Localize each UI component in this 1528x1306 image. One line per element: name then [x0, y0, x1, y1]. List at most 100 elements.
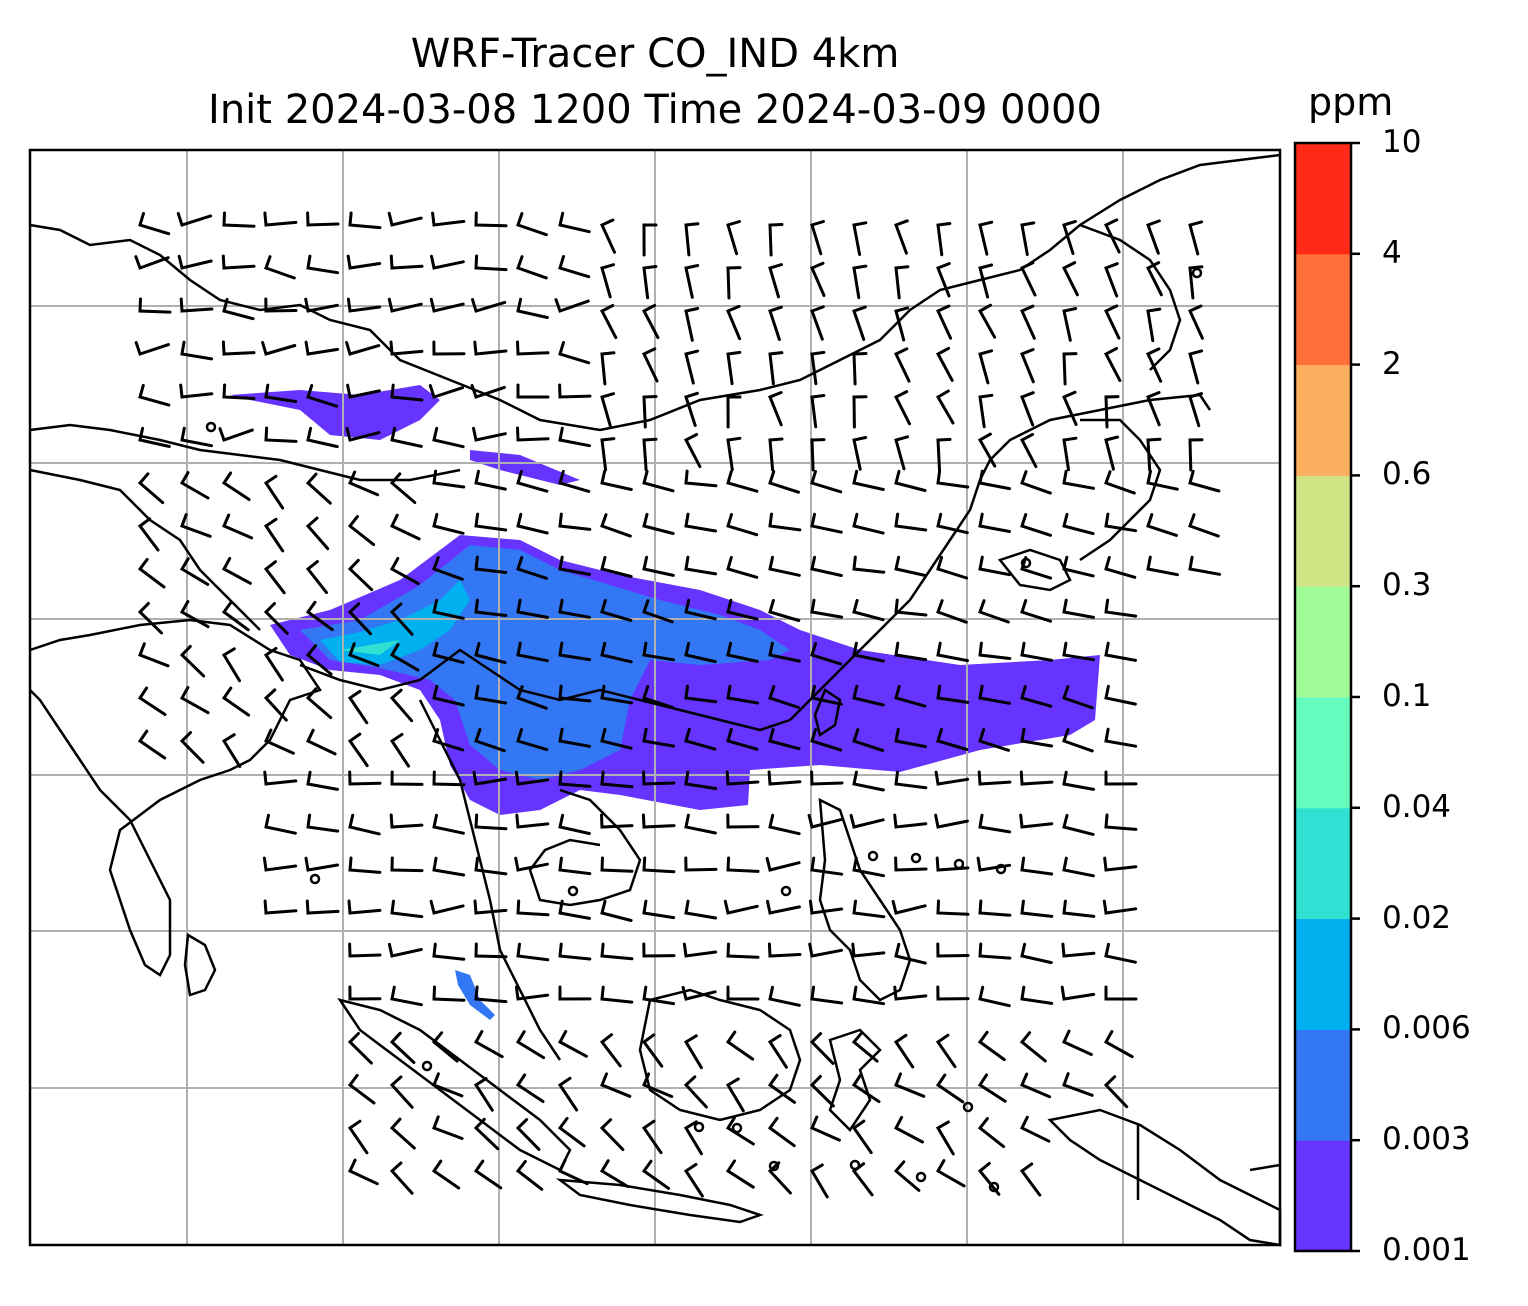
wind-barb	[264, 297, 298, 313]
wind-barb	[179, 731, 205, 764]
wind-barb	[768, 470, 800, 494]
wind-barb	[390, 985, 423, 1007]
wind-barb	[1020, 599, 1052, 623]
wind-barb	[1020, 304, 1036, 340]
wind-barb	[1188, 555, 1221, 576]
wind-barb	[264, 383, 298, 403]
wind-barb	[810, 555, 843, 577]
wind-barb	[179, 557, 210, 586]
wind-barb	[134, 255, 170, 270]
wind-barb	[432, 641, 465, 664]
wind-barb	[264, 813, 297, 835]
wind-barb	[306, 813, 340, 833]
wind-barb	[683, 433, 702, 469]
wind-barb	[474, 512, 508, 532]
colorbar-label-0: 0.001	[1382, 1232, 1471, 1268]
wind-barb	[347, 1032, 373, 1065]
wind-barb	[306, 211, 340, 227]
wind-barb	[936, 899, 970, 916]
wind-barb	[428, 384, 464, 399]
wind-barb	[348, 942, 382, 958]
wind-barb	[768, 555, 801, 577]
wind-barb	[1104, 770, 1138, 786]
wind-barb	[977, 1161, 1001, 1196]
wind-barb	[935, 1159, 966, 1188]
wind-barb	[852, 728, 884, 752]
wind-barb	[348, 770, 382, 786]
wind-barb	[894, 770, 928, 790]
wind-barb	[852, 598, 885, 622]
wind-barb	[768, 685, 800, 709]
wind-barb	[852, 985, 886, 1006]
wind-barb	[726, 942, 760, 959]
wind-barb	[558, 426, 591, 448]
wind-barb	[1062, 728, 1094, 753]
wind-barb	[1188, 469, 1221, 493]
colorbar-segment-0	[1295, 1140, 1351, 1252]
wind-barb	[808, 942, 843, 958]
wind-barb	[684, 598, 717, 621]
wind-barb	[978, 220, 994, 256]
wind-barb	[809, 1074, 835, 1108]
wind-barb	[1062, 390, 1078, 426]
wind-barb	[810, 261, 826, 297]
wind-barb	[768, 223, 784, 257]
wind-barb	[852, 352, 868, 386]
wind-barb	[429, 899, 465, 915]
wind-barb	[348, 1158, 379, 1186]
wind-barb	[978, 942, 1012, 960]
wind-barb	[264, 728, 295, 755]
wind-barb	[935, 389, 955, 425]
wind-barb	[137, 729, 167, 760]
wind-barb	[1103, 1075, 1129, 1109]
wind-barb	[558, 255, 591, 279]
wind-barb	[471, 298, 507, 313]
wind-barb	[389, 472, 417, 504]
wind-barb	[516, 556, 548, 580]
colorbar-label-6: 0.3	[1382, 567, 1432, 604]
wind-barb	[978, 512, 1011, 533]
wind-barb	[1104, 512, 1138, 533]
wind-barb	[1104, 262, 1119, 298]
wind-barb	[726, 728, 759, 751]
wind-barb	[347, 515, 376, 547]
wind-barb	[684, 307, 700, 342]
wind-barb	[137, 557, 166, 589]
wind-barb	[641, 1159, 670, 1190]
wind-barb	[934, 813, 969, 829]
wind-barb	[600, 899, 633, 922]
wind-barb	[726, 556, 759, 579]
wind-barb	[851, 1119, 873, 1155]
wind-barb	[684, 222, 700, 257]
wind-barb	[978, 393, 994, 429]
wind-barb	[810, 394, 826, 429]
wind-barb	[684, 899, 718, 920]
wind-barb	[768, 437, 784, 472]
wind-barb	[893, 390, 911, 426]
wind-barb	[1020, 348, 1035, 384]
wind-barb	[1019, 1115, 1051, 1143]
wind-barb	[472, 426, 507, 442]
wind-barb	[558, 470, 591, 493]
wind-barb	[179, 297, 214, 313]
gridlines	[30, 150, 1280, 1245]
wind-barb	[936, 437, 952, 472]
colorbar	[1295, 143, 1351, 1252]
wind-barb	[1188, 265, 1204, 300]
wind-barb	[432, 684, 465, 707]
wind-barb	[1062, 555, 1095, 578]
wind-barb	[432, 426, 465, 449]
wind-barb	[893, 1033, 915, 1069]
colorbar-segment-6	[1295, 475, 1351, 587]
colorbar-units-label: ppm	[1308, 80, 1394, 124]
wind-barb	[1020, 221, 1036, 256]
wind-barb	[1103, 346, 1122, 383]
wind-barb	[599, 1159, 630, 1188]
wind-barb	[807, 813, 843, 829]
wind-barb	[642, 899, 676, 920]
wind-barb	[261, 341, 297, 356]
wind-barb	[642, 985, 676, 1006]
wind-barb	[725, 770, 760, 786]
wind-barb	[852, 684, 885, 707]
wind-barb	[305, 560, 328, 595]
